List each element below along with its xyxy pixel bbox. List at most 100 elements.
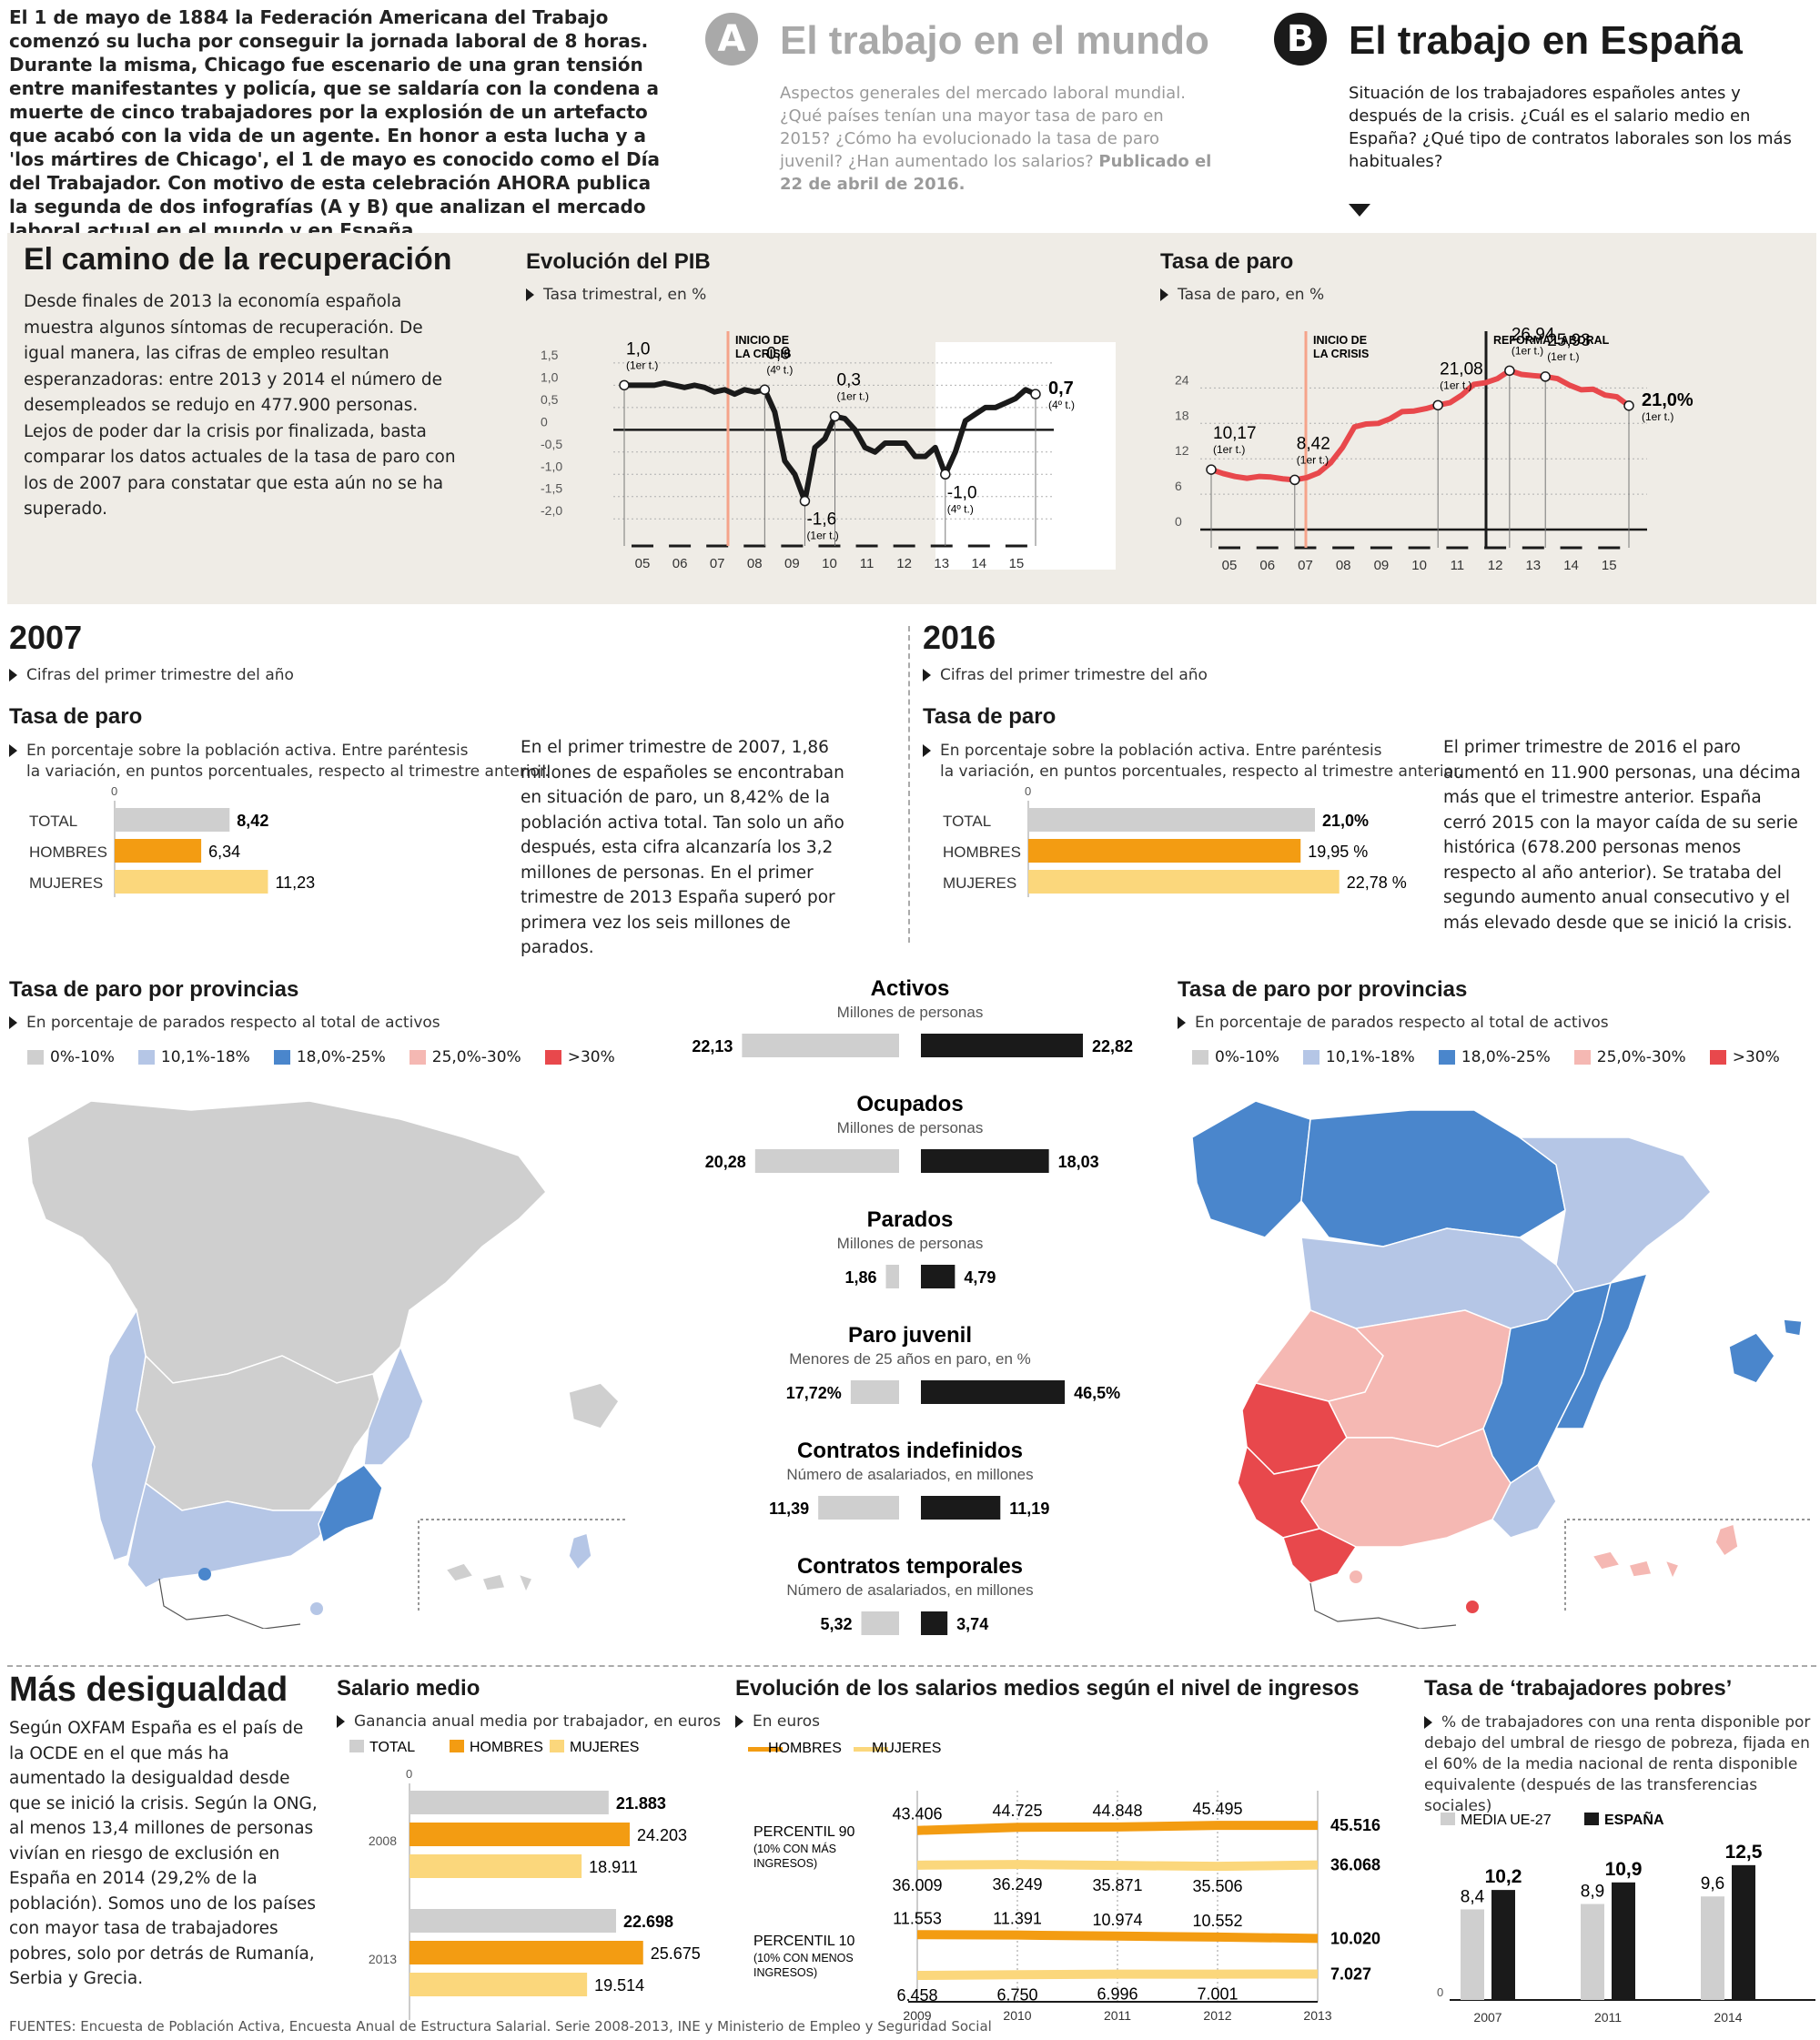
legend-item: 25,0%-30% (1573, 1048, 1686, 1066)
group-title: Ocupados (856, 1092, 963, 1116)
y-tick-label: 0 (1175, 514, 1182, 529)
paro-chart: 24 18 12 6 0 05 06 07 08 09 10 11 12 13 14 15 INICIO DEL… (1175, 325, 1694, 573)
prov2007-title: Tasa de paro por provincias (9, 977, 299, 1002)
data-label: 21,08 (1440, 359, 1483, 379)
section-b-title: El trabajo en España (1349, 18, 1743, 63)
legend-swatch (409, 1050, 426, 1065)
crisis-label: INICIO DE (735, 334, 789, 347)
data-label: -1,6 (806, 510, 836, 530)
x-tick-label: 07 (1298, 558, 1313, 573)
zero-label: 0 (1025, 784, 1031, 798)
map-2016 (1191, 1100, 1811, 1629)
legend-swatch (1709, 1050, 1726, 1065)
year-2007-sub: Cifras del primer trimestre del año (9, 666, 294, 684)
legend-item: >30% (544, 1048, 615, 1066)
x-tick-label: 2014 (1714, 2010, 1742, 2025)
bar-category: MUJERES (29, 874, 103, 892)
bar (1028, 870, 1340, 894)
data-label: 8,42 (1297, 434, 1330, 453)
triangle-icon (1160, 288, 1168, 301)
tasa2007-chart: 0 TOTAL 8,42 HOMBRES 6,34 MUJERES 11,23 (29, 784, 315, 897)
legend-swatch (1573, 1050, 1591, 1065)
zero-label: 0 (111, 784, 117, 798)
x-tick-label: 14 (1563, 558, 1579, 573)
x-tick-label: 15 (1009, 556, 1025, 571)
legend-item: 0%-10% (27, 1048, 115, 1066)
bar-2016 (921, 1034, 1083, 1057)
bar-category: MUJERES (943, 874, 1016, 892)
legend-label: MUJERES (570, 1740, 639, 1755)
legend-label: 25,0%-30% (431, 1048, 521, 1066)
bar-value: 10,9 (1605, 1859, 1643, 1880)
x-tick-label: 2013 (1303, 2008, 1331, 2023)
x-tick-label: 12 (1488, 558, 1503, 573)
crisis-label: INICIO DE (1313, 334, 1367, 347)
year-2016: 2016 (923, 619, 996, 656)
bar-2007 (861, 1611, 899, 1635)
bar (410, 1823, 631, 1846)
bar-value: 12,5 (1725, 1842, 1763, 1863)
legend-label: MEDIA UE-27 (1461, 1813, 1552, 1828)
value-2007: 1,86 (844, 1268, 876, 1287)
bar (1701, 1896, 1724, 2000)
bar-2007 (742, 1034, 899, 1057)
series-mujeres (916, 1860, 1319, 1872)
bar-value: 22.698 (623, 1913, 673, 1931)
tasa2016-sub: En porcentaje sobre la población activa.… (923, 741, 1463, 783)
x-tick-label: 07 (710, 556, 725, 571)
bar-value: 24.203 (637, 1826, 687, 1844)
legend-swatch (349, 1740, 364, 1752)
y2016-text: El primer trimestre de 2016 el paro aume… (1443, 738, 1801, 933)
data-label-note: (1er t.) (626, 359, 658, 371)
tasa2007-sub2: la variación, en puntos porcentuales, re… (26, 762, 550, 781)
pobres-subtitle-text: % de trabajadores con una renta disponib… (1424, 1713, 1811, 1815)
x-tick-label: 12 (896, 556, 912, 571)
map-2016-ceuta (1350, 1570, 1362, 1583)
legend-swatch (27, 1050, 44, 1065)
mujeres-value: 6.458 (896, 1986, 937, 2005)
bottom-divider (7, 1665, 1816, 1667)
data-point (759, 384, 771, 396)
legend-label: 10,1%-18% (1325, 1048, 1415, 1066)
data-label-note: (1er t.) (1512, 344, 1543, 357)
group-unit: Millones de personas (837, 1119, 984, 1136)
value-2007: 11,39 (769, 1500, 809, 1518)
group-label: PERCENTIL 90 (753, 1824, 855, 1840)
bar-value: 21.883 (616, 1794, 666, 1813)
x-tick-label: 05 (635, 556, 651, 571)
x-tick-label: 15 (1602, 558, 1617, 573)
x-tick-label: 10 (822, 556, 837, 571)
legend-label: HOMBRES (768, 1741, 842, 1756)
prov2016-sub: En porcentaje de parados respecto al tot… (1178, 1014, 1609, 1032)
prov2007-legend: 0%-10% 10,1%-18% 18,0%-25% 25,0%-30% >30% (27, 1048, 639, 1066)
y-tick-label: 24 (1175, 372, 1189, 387)
legend-item: >30% (1709, 1048, 1780, 1066)
y-tick-label: -1,0 (541, 459, 562, 473)
data-point (1030, 389, 1041, 399)
crisis-label: LA CRISIS (735, 348, 791, 360)
map-2007-canarias-border (418, 1519, 628, 1611)
bar (1612, 1882, 1635, 2000)
bar-value: 8,42 (237, 812, 268, 830)
group-label-sub: INGRESOS) (753, 1857, 817, 1870)
legend-label: >30% (1732, 1048, 1780, 1066)
legend-item: 10,1%-18% (1302, 1048, 1415, 1066)
bar (115, 808, 230, 832)
legend-label: 25,0%-30% (1596, 1048, 1686, 1066)
legend-label: HOMBRES (470, 1740, 543, 1755)
sources: FUENTES: Encuesta de Población Activa, E… (9, 2018, 992, 2035)
triangle-icon (923, 744, 931, 757)
section-b-desc: Situación de los trabajadores españoles … (1349, 84, 1792, 171)
group-title: Paro juvenil (848, 1323, 972, 1348)
x-tick-label: 09 (1374, 558, 1390, 573)
bar-value: 6,34 (208, 843, 240, 861)
paro-subtitle: Tasa de paro, en % (1160, 286, 1324, 304)
map-2016-baleares (1728, 1318, 1803, 1384)
hombres-value: 10.974 (1092, 1911, 1142, 1929)
percentil-chart: HOMBRES MUJERES 2009 2010 2011 2012 2013 PERCEN… (748, 1741, 1380, 2023)
prov2016-title: Tasa de paro por provincias (1178, 977, 1468, 1002)
bar-value: 8,4 (1461, 1887, 1485, 1906)
hombres-value: 44.848 (1092, 1802, 1142, 1820)
legend-swatch (137, 1050, 155, 1065)
mujeres-value: 35.506 (1192, 1877, 1242, 1895)
